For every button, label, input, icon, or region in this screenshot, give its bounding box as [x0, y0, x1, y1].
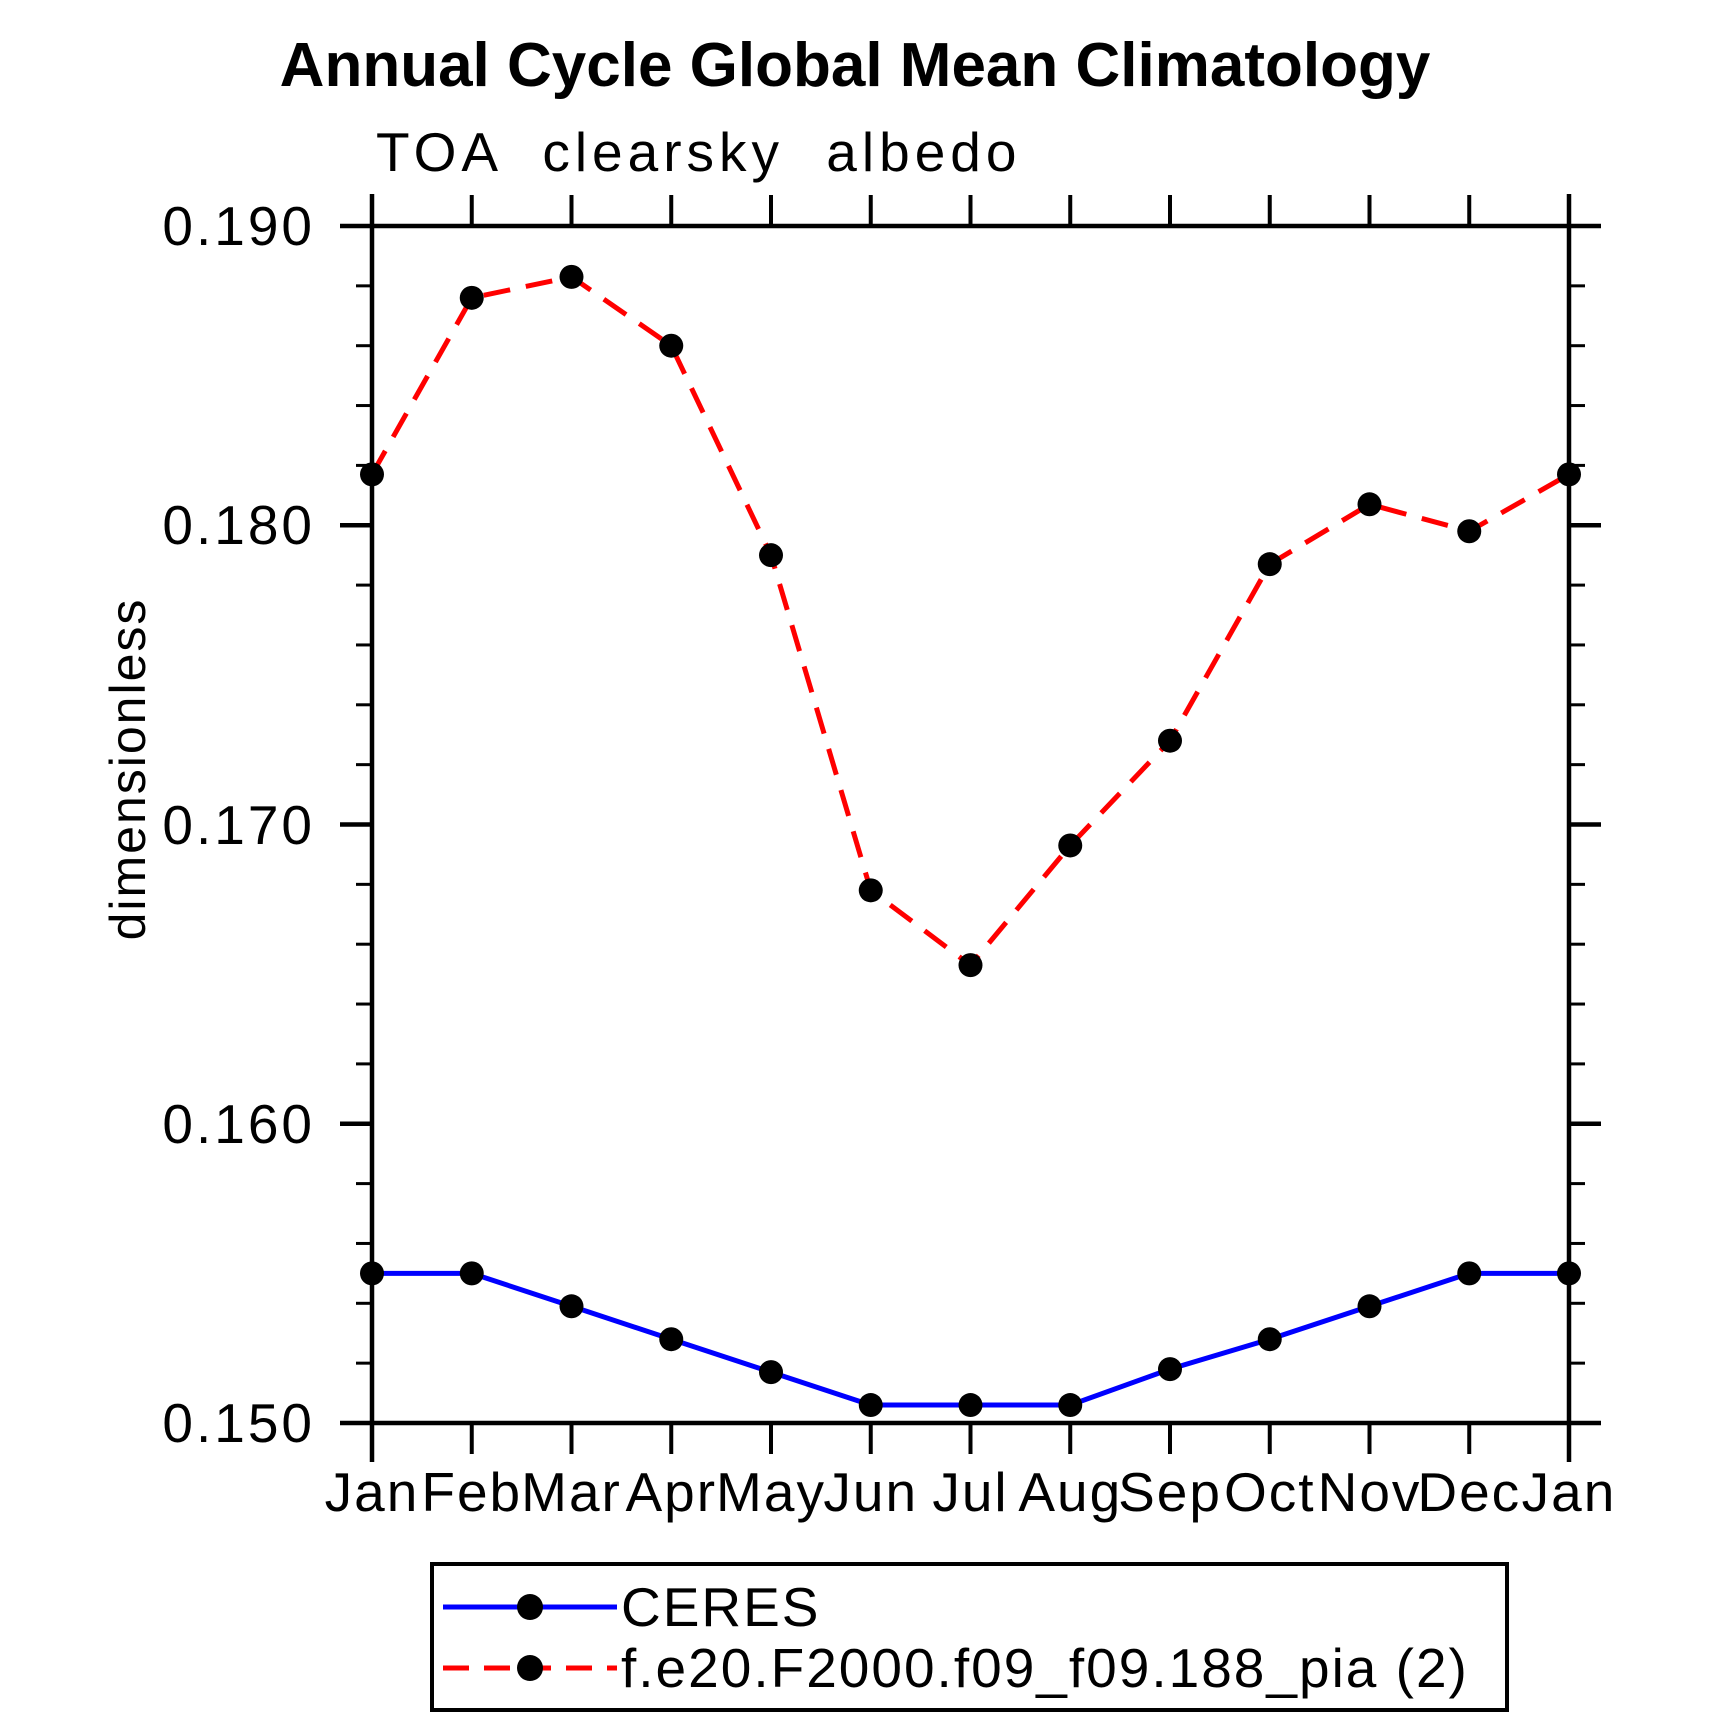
data-point	[1158, 728, 1182, 753]
data-point	[559, 1294, 584, 1319]
legend-label-ceres: CERES	[621, 1576, 821, 1638]
legend	[430, 1562, 1509, 1712]
data-point	[1457, 519, 1482, 544]
chart-subtitle: TOA clearsky albedo	[376, 121, 1022, 183]
data-point	[1357, 1294, 1382, 1319]
x-tick-label: Oct	[1223, 1461, 1316, 1523]
data-point	[1058, 833, 1083, 858]
data-point	[958, 1393, 983, 1418]
data-point	[360, 462, 384, 487]
data-point	[1158, 1357, 1182, 1382]
chart-title: Annual Cycle Global Mean Climatology	[279, 31, 1431, 100]
data-point	[1257, 552, 1282, 577]
x-tick-label: Jan	[324, 1461, 420, 1523]
data-point	[1457, 1261, 1482, 1286]
data-point	[659, 1327, 684, 1352]
x-tick-label: Sep	[1118, 1461, 1222, 1523]
data-point	[1357, 492, 1382, 517]
legend-label-model: f.e20.F2000.f09_f09.188_pia (2)	[621, 1637, 1469, 1699]
data-point	[759, 1360, 783, 1385]
y-tick-label: 0.150	[162, 1392, 315, 1454]
series-line-CERES	[372, 1270, 1569, 1408]
data-point	[459, 1261, 484, 1286]
data-point	[659, 333, 684, 358]
legend-sample-marker	[517, 1594, 543, 1620]
x-tick-label: May	[716, 1461, 826, 1523]
data-point	[759, 543, 783, 568]
x-tick-label: Nov	[1317, 1461, 1422, 1523]
data-point	[1557, 462, 1581, 487]
x-tick-label: Dec	[1417, 1461, 1522, 1523]
y-tick-label: 0.160	[162, 1092, 315, 1155]
x-tick-label: Feb	[421, 1461, 523, 1523]
data-point	[1257, 1327, 1282, 1352]
x-tick-label: Jan	[1521, 1461, 1617, 1523]
y-tick-label: 0.180	[162, 494, 315, 557]
series-line-f.e20.F2000.f09_f09.188_pia (2)	[369, 274, 1571, 969]
data-point	[1557, 1261, 1581, 1286]
data-point	[1058, 1393, 1083, 1418]
x-tick-label: Aug	[1018, 1461, 1123, 1523]
data-point	[459, 285, 484, 310]
data-point	[559, 264, 584, 289]
data-point	[360, 1261, 384, 1286]
data-point	[958, 953, 983, 978]
y-tick-label: 0.170	[162, 793, 315, 856]
y-tick-label: 0.190	[162, 195, 315, 257]
data-point	[858, 878, 883, 903]
legend-sample-marker	[517, 1655, 543, 1681]
x-tick-label: Jul	[932, 1461, 1009, 1523]
x-tick-label: Mar	[521, 1461, 622, 1523]
x-tick-label: Apr	[625, 1461, 718, 1523]
data-point	[858, 1393, 883, 1418]
x-tick-label: Jun	[823, 1461, 919, 1523]
